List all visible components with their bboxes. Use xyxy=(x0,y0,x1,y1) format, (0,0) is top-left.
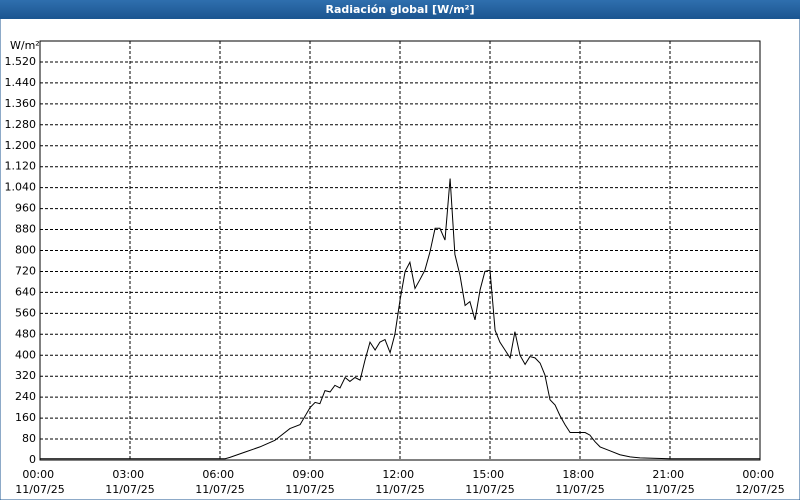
y-tick-label: 720 xyxy=(15,264,36,277)
y-tick-label: 1.520 xyxy=(5,55,37,68)
x-tick-label: 00:00 12/07/25 xyxy=(735,468,784,496)
x-tick-label: 09:00 11/07/25 xyxy=(285,468,334,496)
y-tick-label: 640 xyxy=(15,285,36,298)
x-tick-label: 21:00 11/07/25 xyxy=(645,468,694,496)
y-tick-label: 960 xyxy=(15,202,36,215)
y-tick-label: 160 xyxy=(15,411,36,424)
x-tick-label: 00:00 11/07/25 xyxy=(15,468,64,496)
y-tick-label: 240 xyxy=(15,390,36,403)
y-tick-label: 1.440 xyxy=(5,76,37,89)
title-bar xyxy=(0,0,800,19)
y-tick-label: 400 xyxy=(15,348,36,361)
y-tick-label: 0 xyxy=(29,453,36,466)
y-tick-label: 1.120 xyxy=(5,160,37,173)
y-tick-label: 480 xyxy=(15,327,36,340)
y-tick-label: 880 xyxy=(15,223,36,236)
y-tick-label: 320 xyxy=(15,369,36,382)
y-tick-label: 560 xyxy=(15,306,36,319)
y-tick-label: 1.200 xyxy=(5,139,37,152)
chart-title: Radiación global [W/m²] xyxy=(325,3,474,16)
y-tick-label: 80 xyxy=(22,432,36,445)
y-axis-label: W/m² xyxy=(10,39,40,52)
plot-area xyxy=(39,40,761,461)
y-tick-label: 1.040 xyxy=(5,181,37,194)
x-tick-label: 06:00 11/07/25 xyxy=(195,468,244,496)
x-tick-label: 03:00 11/07/25 xyxy=(105,468,154,496)
y-tick-label: 800 xyxy=(15,244,36,257)
x-tick-label: 15:00 11/07/25 xyxy=(465,468,514,496)
x-tick-label: 12:00 11/07/25 xyxy=(375,468,424,496)
y-tick-label: 1.280 xyxy=(5,118,37,131)
y-tick-label: 1.360 xyxy=(5,97,37,110)
data-line xyxy=(40,178,760,460)
x-tick-label: 18:00 11/07/25 xyxy=(555,468,604,496)
